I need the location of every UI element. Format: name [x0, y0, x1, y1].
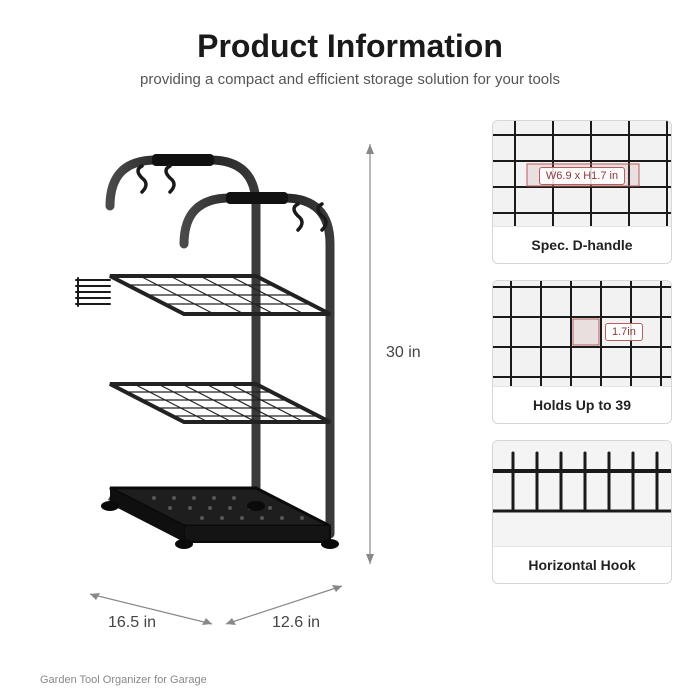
holds-39-badge: 1.7in — [605, 323, 643, 341]
card-holds-39-caption: Holds Up to 39 — [493, 386, 671, 423]
card-horizontal-hook: Horizontal Hook — [492, 440, 672, 584]
horizontal-hook-icon — [493, 441, 671, 546]
dimension-width-label: 16.5 in — [108, 614, 156, 632]
product-diagram: 30 in 16.5 in 12.6 in — [40, 116, 440, 616]
footer-note: Garden Tool Organizer for Garage — [40, 674, 207, 686]
grid-small-icon — [493, 281, 671, 386]
card-holds-39: 1.7in Holds Up to 39 — [492, 280, 672, 424]
shelf-middle — [110, 384, 330, 422]
card-horizontal-hook-caption: Horizontal Hook — [493, 546, 671, 583]
product-rack-illustration — [70, 146, 370, 576]
dimension-height-label: 30 in — [386, 344, 421, 362]
page-subtitle: providing a compact and efficient storag… — [0, 71, 700, 88]
dimension-depth-label: 12.6 in — [272, 614, 320, 632]
card-d-handle-caption: Spec. D-handle — [493, 226, 671, 263]
detail-cards: W6.9 x H1.7 in Spec. D-handle — [492, 120, 672, 584]
shelf-bottom — [110, 488, 330, 542]
card-d-handle: W6.9 x H1.7 in Spec. D-handle — [492, 120, 672, 264]
d-handle-badge: W6.9 x H1.7 in — [539, 167, 625, 185]
page-title: Product Information — [0, 28, 700, 65]
